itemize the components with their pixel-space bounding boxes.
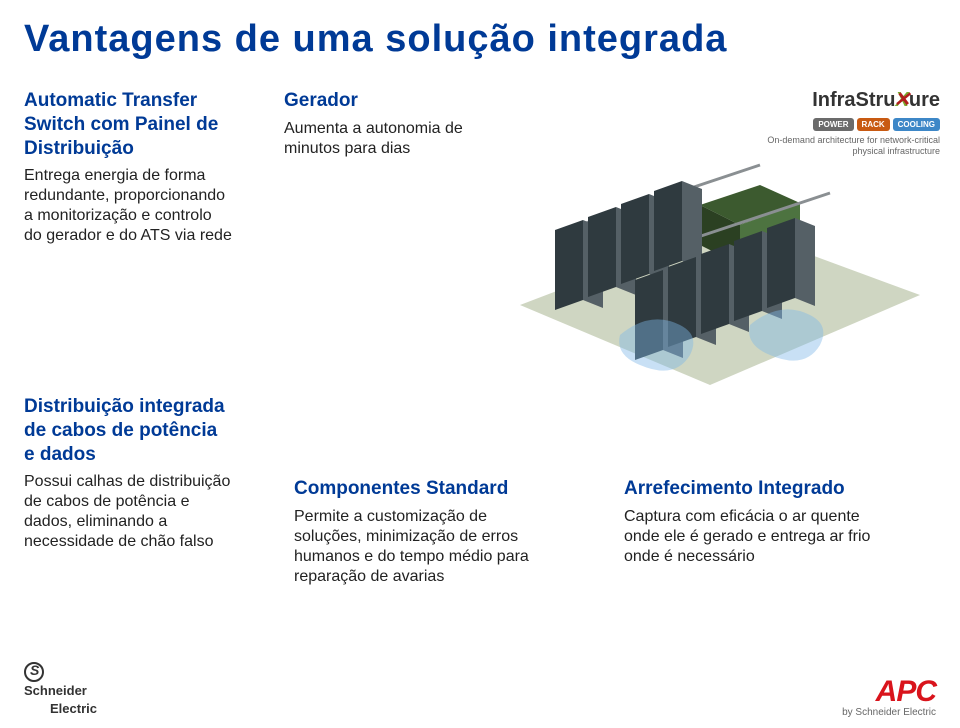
brand-prefix: InfraStru [812,89,895,111]
apc-byline: by Schneider Electric [842,707,936,718]
distribuicao-title: Distribuição integrada de cabos de potên… [24,395,232,466]
componentes-block: Componentes Standard Permite a customiza… [270,477,570,587]
datacenter-illustration [500,135,930,395]
gerador-body: Aumenta a autonomia de minutos para dias [284,119,492,159]
brand-suffix: ure [909,89,940,111]
bottom-row: Distribuição integrada de cabos de potên… [0,395,960,587]
schneider-logo: Schneider Electric [24,662,114,718]
ats-title: Automatic Transfer Switch com Painel de … [24,89,232,160]
apc-word: APC [842,675,936,709]
schneider-icon [24,662,44,682]
distribuicao-body: Possui calhas de distribuição de cabos d… [24,472,232,552]
ats-block: Automatic Transfer Switch com Painel de … [0,89,250,246]
arrefecimento-title: Arrefecimento Integrado [624,477,872,501]
componentes-title: Componentes Standard [294,477,552,501]
schneider-text-1: Schneider [24,683,87,698]
pill-rack: RACK [857,118,890,131]
brand-x-icon: X [896,89,909,112]
arrefecimento-block: Arrefecimento Integrado Captura com efic… [600,477,890,587]
arrefecimento-body: Captura com eficácia o ar quente onde el… [624,507,872,567]
pill-power: POWER [813,118,853,131]
slide-title: Vantagens de uma solução integrada [0,0,960,61]
componentes-body: Permite a customização de soluções, mini… [294,507,552,587]
brand-pills: POWER RACK COOLING [740,118,940,131]
pill-cooling: COOLING [893,118,940,131]
ats-body: Entrega energia de forma redundante, pro… [24,166,232,246]
apc-logo: APC by Schneider Electric [842,675,936,718]
footer: Schneider Electric APC by Schneider Elec… [0,662,960,718]
gerador-title: Gerador [284,89,492,113]
brand-logo-text: InfraStruXure [740,89,940,112]
gerador-block: Gerador Aumenta a autonomia de minutos p… [260,89,510,246]
schneider-text-2: Electric [50,701,97,716]
distribuicao-block: Distribuição integrada de cabos de potên… [0,395,250,587]
